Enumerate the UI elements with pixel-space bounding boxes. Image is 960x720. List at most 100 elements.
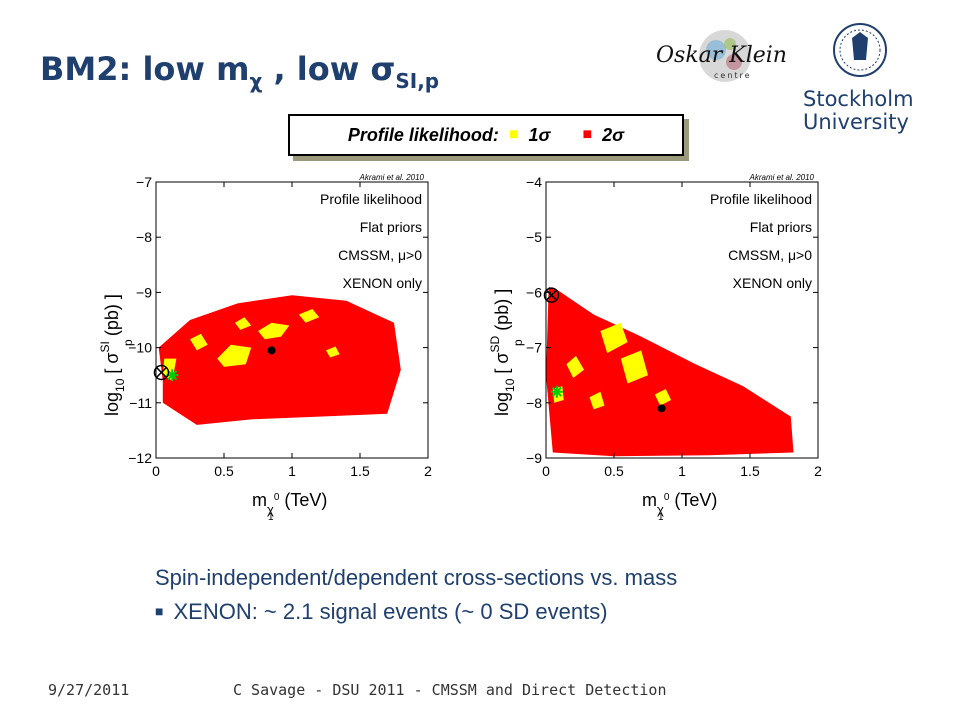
title-sigma: σ (370, 50, 396, 88)
y-tick-label: −9 (526, 450, 542, 466)
legend-2sigma-label: 2σ (602, 124, 625, 145)
y-tick-label: −8 (136, 229, 152, 245)
best-fit-marker-stroke (167, 370, 178, 381)
slide-title: BM2: low mχ , low σSI,p (40, 50, 439, 93)
y-tick-label: −12 (128, 450, 152, 466)
y-axis-label: log10 [ σSD (pb) ] (488, 289, 517, 416)
footer-date: 9/27/2011 (48, 681, 130, 699)
benchmark-marker-cross (155, 366, 167, 378)
benchmark-marker (153, 364, 170, 381)
region-1sigma (620, 350, 648, 384)
credit-label: Akrami et al. 2010 (359, 173, 425, 182)
best-fit-marker (550, 385, 563, 398)
annotation-label: XENON only (733, 275, 812, 291)
x-axis-label-sup: 0 (274, 492, 280, 503)
bullet-list: Spin-independent/dependent cross-section… (155, 565, 677, 633)
region-2sigma (546, 286, 794, 457)
annotation-label: CMSSM, μ>0 (728, 247, 812, 263)
benchmark-marker (543, 287, 560, 303)
region-1sigma (600, 322, 628, 354)
y-axis-label-unit: (pb) ] (102, 294, 122, 341)
oskar-klein-logo: Oskar Klein centre (656, 30, 787, 82)
x-axis-label-unit: (TeV) (669, 490, 717, 510)
annotation-label: CMSSM, μ>0 (338, 247, 422, 263)
y-axis-label-sub: 10 (113, 378, 127, 392)
y-axis-label-sigma: σ (492, 352, 512, 363)
region-1sigma (234, 317, 252, 330)
x-axis-label-unit: (TeV) (279, 490, 327, 510)
y-tick-label: −5 (526, 229, 542, 245)
y-tick-label: −7 (526, 340, 542, 356)
sd-cross-section-plot: 0 0.5 1 1.5 2 −9 −8 −7 −6 −5 −4 Akrami et al. 2010 P… (488, 173, 822, 523)
klein-logo-text: Oskar Klein (656, 43, 787, 68)
x-tick-label: 1 (678, 463, 686, 479)
title-main: BM2: low m (40, 50, 250, 88)
su-logo-line2: University (803, 110, 909, 134)
x-axis-label: mχ0 (TeV) (642, 490, 717, 517)
y-axis-label-sup: SD (488, 335, 502, 352)
annotation-label: Flat priors (360, 219, 422, 235)
x-axis-label: mχ0 (TeV) (252, 490, 327, 517)
y-tick-label: −7 (136, 174, 152, 190)
region-1sigma (566, 355, 585, 378)
x-tick-label: 2 (814, 463, 822, 479)
annotation-label: Profile likelihood (320, 191, 422, 207)
y-axis-label-unit: (pb) ] (492, 289, 512, 336)
region-1sigma (326, 346, 340, 358)
footer-text: C Savage - DSU 2011 - CMSSM and Direct D… (233, 681, 667, 699)
y-axis-label-open: [ (102, 364, 122, 379)
y-tick-label: −8 (526, 395, 542, 411)
title-mid: , low (262, 50, 371, 88)
y-axis-label-log: log (492, 392, 512, 416)
region-1sigma (298, 309, 320, 323)
x-tick-label: 1.5 (740, 463, 760, 479)
y-axis-label-sigma: σ (102, 352, 122, 363)
region-2sigma (158, 295, 401, 425)
bullet-marker: ■ (155, 603, 164, 619)
legend-label: Profile likelihood: (347, 124, 499, 145)
y-axis-label-p: p (121, 339, 135, 346)
y-tick-label: −4 (526, 174, 542, 190)
annotation-label: XENON only (343, 275, 422, 291)
su-logo-line1: Stockholm (803, 87, 914, 111)
si-cross-section-plot: 0 0.5 1 1.5 2 −12 −11 −10 −9 −8 −7 Akrami et al. 20… (98, 173, 432, 523)
x-tick-label: 1.5 (350, 463, 370, 479)
x-tick-label: 0.5 (604, 463, 624, 479)
klein-logo-sub: centre (714, 71, 752, 80)
legend-2sigma-marker: ■ (582, 126, 593, 143)
region-1sigma (258, 322, 290, 340)
x-axis-label-m: m (642, 490, 657, 510)
legend-1sigma-marker: ■ (508, 126, 519, 143)
legend-1sigma-label: 1σ (528, 124, 551, 145)
benchmark-marker-cross (545, 289, 557, 301)
bullet-line-1: Spin-independent/dependent cross-section… (155, 565, 678, 590)
x-tick-label: 1 (288, 463, 296, 479)
title-subscript: SI,p (395, 69, 440, 93)
x-tick-label: 0 (542, 463, 550, 479)
bullet-line-2: ■ XENON: ~ 2.1 signal events (~ 0 SD even… (155, 599, 677, 625)
x-axis-label-chi: χ (267, 502, 274, 517)
region-1sigma (217, 344, 252, 367)
x-tick-label: 0.5 (214, 463, 234, 479)
y-tick-label: −6 (526, 284, 542, 300)
y-tick-label: −10 (128, 340, 152, 356)
region-1sigma (190, 333, 208, 351)
stockholm-university-logo: Stockholm University (803, 23, 914, 134)
credit-label: Akrami et al. 2010 (749, 173, 815, 182)
y-axis-label-sub: 10 (503, 378, 517, 392)
x-axis-label-subsub: 1 (268, 512, 274, 523)
title-chi: χ (249, 69, 263, 93)
y-axis-label-open: [ (492, 364, 512, 379)
x-axis-label-m: m (252, 490, 267, 510)
y-axis-label-sup: SI (98, 341, 112, 352)
y-axis-label-log: log (102, 392, 122, 416)
y-tick-label: −9 (136, 284, 152, 300)
profile-likelihood-legend: Profile likelihood: ■ 1σ ■ 2σ (288, 114, 684, 156)
annotation-label: Profile likelihood (710, 191, 812, 207)
x-axis-label-chi: χ (657, 502, 664, 517)
x-axis-label-subsub: 1 (658, 512, 664, 523)
best-fit-marker-stroke (551, 386, 562, 397)
bullet-text-2: XENON: ~ 2.1 signal events (~ 0 SD event… (173, 599, 608, 624)
y-axis-label-p: p (511, 339, 525, 346)
annotation-label: Flat priors (750, 219, 812, 235)
